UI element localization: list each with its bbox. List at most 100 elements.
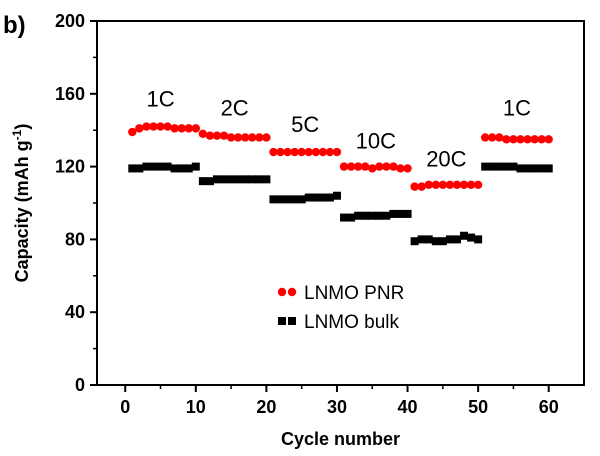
data-point (290, 195, 299, 204)
data-point (283, 147, 292, 157)
data-point (177, 124, 186, 133)
data-point (205, 131, 215, 140)
data-point (389, 209, 398, 218)
data-point (544, 135, 553, 144)
data-point (191, 162, 200, 171)
data-point (198, 177, 207, 186)
y-tick-label: 120 (55, 157, 85, 177)
data-point (459, 180, 469, 189)
data-point (163, 162, 172, 171)
data-point (220, 175, 229, 184)
data-point (205, 177, 214, 186)
data-point (128, 164, 137, 173)
x-axis-label: Cycle number (281, 429, 400, 449)
data-point (417, 235, 426, 244)
data-point (410, 237, 419, 246)
data-point (149, 162, 158, 171)
data-point (488, 162, 497, 171)
data-point (460, 231, 469, 240)
data-point (537, 135, 546, 144)
data-point (431, 180, 440, 189)
rate-label: 2C (221, 96, 249, 121)
data-point (128, 127, 137, 137)
legend: LNMO PNR LNMO bulk (277, 283, 404, 333)
x-tick-label: 60 (539, 397, 559, 417)
legend-marker (277, 287, 287, 297)
data-point (149, 122, 158, 131)
data-point (177, 164, 186, 173)
data-point (488, 133, 497, 142)
data-point (537, 164, 546, 173)
data-point (142, 122, 151, 131)
data-point (297, 195, 306, 204)
data-point (530, 135, 539, 144)
y-tick-label: 40 (65, 302, 85, 322)
data-point (262, 175, 271, 184)
data-point (135, 124, 144, 133)
y-tick-label: 80 (65, 229, 85, 249)
legend-label: LNMO PNR (304, 283, 404, 304)
data-point (452, 180, 462, 189)
data-point (262, 133, 271, 142)
data-point (325, 193, 334, 202)
data-point (290, 147, 299, 157)
data-point (403, 209, 412, 218)
legend-marker (288, 317, 296, 325)
data-point (227, 175, 236, 184)
x-tick-label: 30 (327, 397, 347, 417)
data-point (353, 162, 363, 171)
data-point (241, 133, 250, 142)
y-tick-label: 160 (55, 84, 85, 104)
y-axis-label: Capacity (mAh g-1) (10, 124, 32, 283)
data-point (212, 175, 221, 184)
data-point (396, 209, 405, 218)
data-point (269, 195, 278, 204)
data-point (424, 235, 433, 244)
data-point (318, 193, 327, 202)
data-point (509, 162, 518, 171)
data-point (184, 124, 193, 133)
data-point (382, 211, 391, 220)
data-point (255, 175, 264, 184)
data-point (495, 133, 504, 142)
series-lnmo-pnr (128, 122, 553, 191)
data-point (156, 122, 165, 131)
data-point (304, 193, 313, 202)
data-point (135, 164, 144, 173)
data-point (354, 211, 363, 220)
data-point (170, 164, 179, 173)
data-point (403, 164, 412, 173)
data-point (438, 180, 448, 189)
data-point (304, 147, 313, 157)
data-point (325, 147, 335, 157)
data-point (332, 191, 341, 200)
data-point (473, 180, 483, 189)
data-point (396, 164, 405, 173)
data-point (368, 164, 377, 173)
data-point (516, 164, 525, 173)
data-point (502, 162, 511, 171)
data-point (375, 211, 384, 220)
data-point (191, 124, 201, 133)
rate-label: 20C (426, 147, 466, 172)
data-point (495, 162, 504, 171)
panel-label: b) (3, 12, 26, 39)
rate-label: 1C (503, 96, 531, 121)
data-point (269, 147, 278, 157)
legend-label: LNMO bulk (304, 312, 400, 333)
data-point (382, 162, 391, 171)
data-point (410, 182, 419, 191)
rate-label: 5C (291, 112, 319, 137)
rate-annotations: 1C 2C 5C 10C 20C 1C (146, 87, 531, 172)
data-point (276, 147, 285, 157)
data-point (467, 233, 476, 242)
x-tick-label: 10 (186, 397, 206, 417)
x-tick-label: 40 (398, 397, 418, 417)
data-point (361, 162, 370, 171)
data-point (248, 133, 257, 142)
data-point (283, 195, 292, 204)
data-point (332, 147, 342, 157)
data-point (502, 135, 511, 144)
tick-labels: 0 10 20 30 40 50 60 0 40 80 120 160 200 (55, 11, 559, 417)
